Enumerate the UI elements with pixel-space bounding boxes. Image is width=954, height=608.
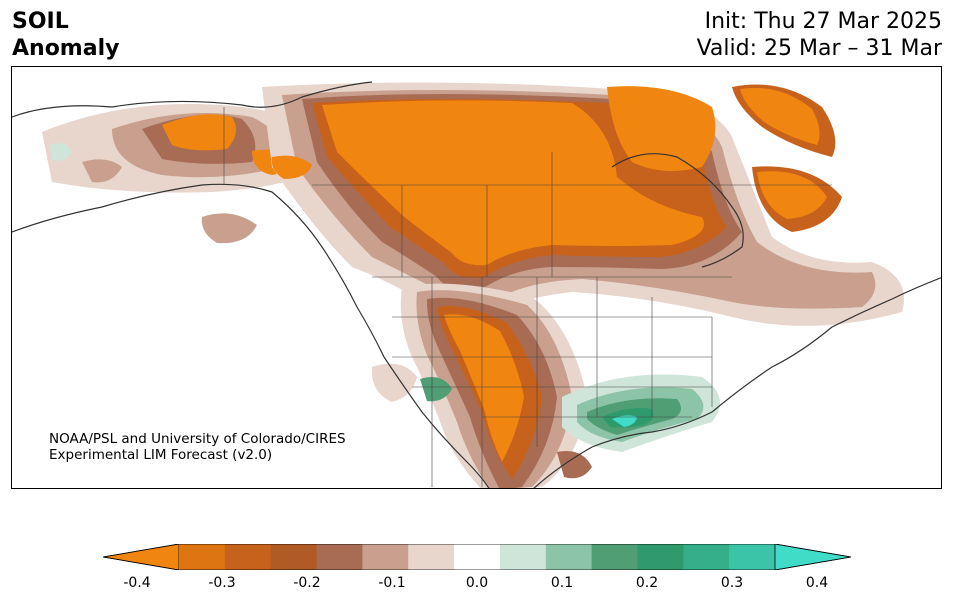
valid-range: Valid: 25 Mar – 31 Mar bbox=[696, 36, 942, 61]
colorbar-tick-labels: -0.4 -0.3 -0.2 -0.1 0.0 0.1 0.2 0.3 0.4 bbox=[0, 575, 954, 595]
colorbar-swatch bbox=[454, 544, 501, 570]
map-panel bbox=[11, 66, 942, 489]
anomaly-map bbox=[12, 81, 941, 488]
colorbar-tick-label: 0.1 bbox=[550, 575, 574, 591]
colorbar-swatch bbox=[683, 544, 730, 570]
colorbar-tick-label: -0.4 bbox=[123, 575, 151, 591]
political-boundaries bbox=[223, 107, 832, 487]
colorbar-tick-label: 0.3 bbox=[720, 575, 744, 591]
init-date: Init: Thu 27 Mar 2025 bbox=[704, 9, 942, 34]
colorbar bbox=[102, 543, 852, 574]
colorbar-swatch bbox=[499, 544, 547, 570]
colorbar-swatch bbox=[179, 544, 226, 570]
colorbar-tick-label: -0.2 bbox=[293, 575, 321, 591]
variable-title-line2: Anomaly bbox=[12, 36, 120, 61]
colorbar-swatches bbox=[102, 543, 852, 571]
coastlines bbox=[12, 81, 941, 488]
colorbar-tick-label: -0.3 bbox=[208, 575, 236, 591]
colorbar-tick-label: 0.0 bbox=[465, 575, 489, 591]
anomaly-fill-canada bbox=[201, 82, 904, 326]
attribution-line2: Experimental LIM Forecast (v2.0) bbox=[49, 447, 273, 463]
colorbar-swatch bbox=[637, 544, 684, 570]
colorbar-swatch bbox=[270, 544, 318, 570]
attribution-line1: NOAA/PSL and University of Colorado/CIRE… bbox=[49, 431, 346, 447]
variable-title-line1: SOIL bbox=[12, 9, 69, 34]
variable-title: SOIL Anomaly bbox=[12, 8, 119, 62]
colorbar-swatch bbox=[591, 544, 638, 570]
colorbar-tick-label: 0.4 bbox=[805, 575, 829, 591]
colorbar-swatch bbox=[408, 544, 455, 570]
colorbar-swatch bbox=[729, 544, 776, 570]
colorbar-extend-low bbox=[102, 543, 180, 571]
colorbar-extend-high bbox=[774, 543, 852, 571]
forecast-dates: Init: Thu 27 Mar 2025 Valid: 25 Mar – 31… bbox=[697, 8, 942, 62]
colorbar-swatch bbox=[545, 544, 593, 570]
colorbar-swatch bbox=[316, 544, 363, 570]
colorbar-swatch bbox=[224, 544, 272, 570]
attribution: NOAA/PSL and University of Colorado/CIRE… bbox=[49, 431, 346, 463]
anomaly-fill-gulf-wet bbox=[420, 374, 720, 452]
anomaly-fill-plains bbox=[371, 283, 592, 488]
colorbar-swatch bbox=[362, 544, 409, 570]
colorbar-tick-label: 0.2 bbox=[635, 575, 659, 591]
colorbar-tick-label: -0.1 bbox=[378, 575, 406, 591]
